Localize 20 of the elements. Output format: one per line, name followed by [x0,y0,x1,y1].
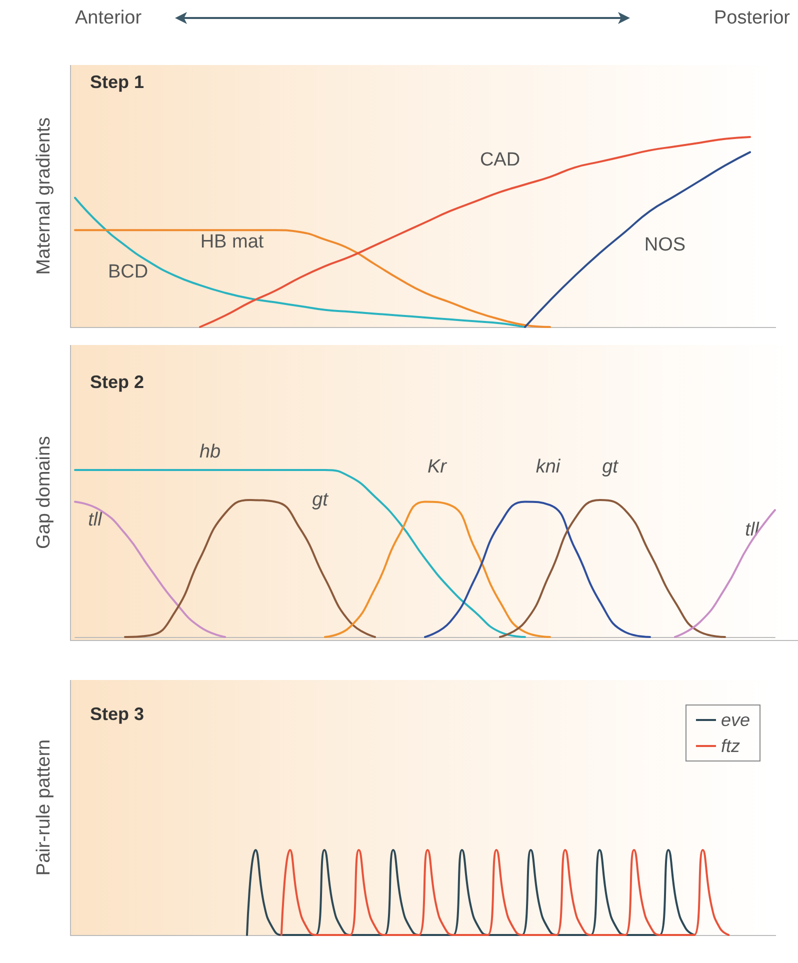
series-label: hb [199,442,221,462]
chart-title: Step 2 [90,372,144,392]
chart-title: Step 1 [90,72,144,92]
series-label: NOS [644,234,686,256]
series-label: HB mat [200,232,264,252]
series-label: gt [602,456,619,478]
y-axis-title: Pair-rule pattern [34,739,54,876]
series-label: kni [536,456,561,478]
series-label: Kr [428,456,448,478]
series-label: CAD [480,150,520,170]
text: Posterior [714,8,791,28]
legend-label: ftz [720,736,740,756]
y-axis-title: Gap domains [34,436,54,550]
series-label: gt [312,490,329,510]
y-axis-title: Maternal gradients [34,117,54,275]
legend-label: eve [720,710,750,730]
series-label: BCD [108,262,148,282]
chart-title: Step 3 [90,704,144,724]
text: Anterior [75,8,142,28]
series-label: tll [88,510,103,530]
